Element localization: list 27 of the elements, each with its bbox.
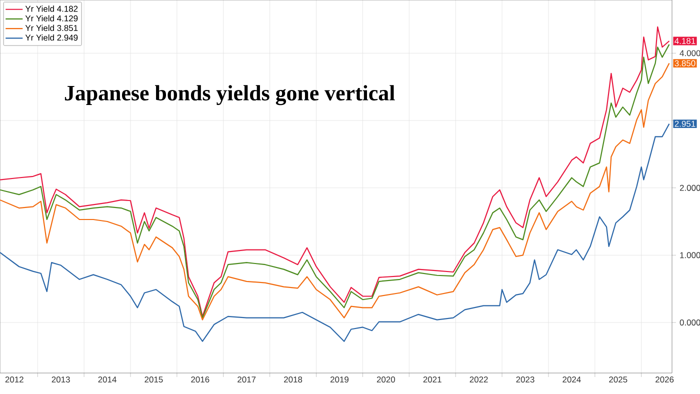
y-tick-label: 0.000 [680, 320, 700, 326]
x-tick-label: 2014 [98, 376, 116, 383]
x-tick-label: 2018 [284, 376, 302, 383]
y-tick-label: 2.000 [680, 184, 700, 191]
y-tick-label: 1.000 [680, 252, 700, 258]
x-tick-label: 2017 [238, 376, 256, 383]
x-tick-label: 2022 [470, 376, 488, 383]
x-tick-label: 2026 [656, 376, 674, 383]
data-label: 2.951 [674, 120, 696, 127]
x-tick-label: 2013 [52, 376, 70, 383]
x-tick-label: 2025 [609, 376, 628, 383]
x-tick-label: 2015 [144, 376, 163, 383]
x-tick-label: 2023 [516, 376, 534, 383]
x-tick-label: 2016 [191, 376, 210, 383]
data-label: 3.850 [674, 60, 696, 66]
x-tick-label: 2024 [562, 376, 581, 383]
legend-label: Yr Yield 3.851 [25, 24, 78, 31]
y-tick-label: 4.000 [680, 50, 700, 56]
legend-label: Yr Yield 4.129 [25, 15, 78, 22]
data-label: 4.181 [674, 38, 696, 44]
x-tick-label: 2020 [376, 376, 396, 383]
x-tick-label: 2021 [423, 376, 442, 383]
text: Japanese bonds yields gone vertical [64, 85, 395, 106]
x-tick-label: 2012 [5, 376, 24, 383]
x-tick-label: 2019 [330, 376, 349, 383]
legend-label: Yr Yield 2.949 [25, 34, 78, 41]
legend-label: Yr Yield 4.182 [25, 6, 78, 12]
